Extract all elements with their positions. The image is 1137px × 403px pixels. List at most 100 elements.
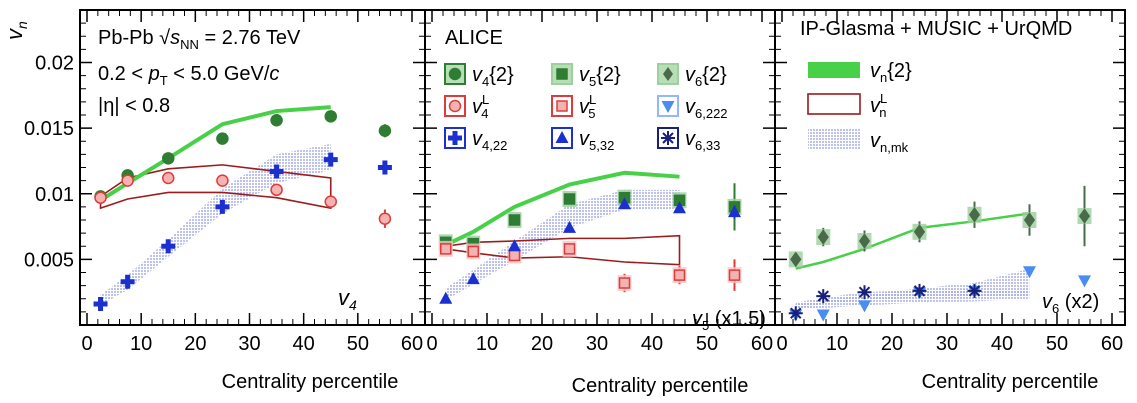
marker-v42 [270,114,283,127]
marker-v633 [788,306,803,321]
model-vn2-line [99,105,331,203]
panel-3: 0 10 20 30 40 50 60 [774,9,1126,355]
model-legend-item: vL n [807,91,887,120]
x-tick-label: 40 [991,333,1013,355]
marker-v422 [215,199,230,214]
legend-swatch-vnmk [808,129,860,149]
model-legend: vn{2} vL n vn,mk [807,60,912,155]
panel2-annotations: ALICE v5 (x1.5) [445,27,766,333]
y-tick-label: 0.015 [24,118,74,140]
y-axis-title: vn [2,21,30,40]
panel-2: 0 10 20 30 40 50 60 [424,9,776,355]
legend-item: vL 5 [551,92,596,121]
marker-v532 [618,197,631,210]
marker-v633 [912,283,927,298]
marker-v422 [377,160,392,175]
marker-v52 [563,193,576,205]
legend-item: v4,22 [444,127,507,153]
model-vn-mk-band [100,143,331,306]
marker-v62 [968,206,981,223]
marker-v42 [162,152,175,165]
model-legend-item: vn{2} [808,60,912,85]
marker-v5L [618,277,631,289]
marker-v62 [790,251,802,268]
legend-marker [663,67,673,81]
marker-v5L [440,243,452,255]
panel-1: 0 10 20 30 40 50 60 0.005 0.01 0.015 0.02 [24,9,426,355]
y-tick-label: 0.005 [24,249,74,271]
marker-v52 [508,214,521,226]
x-axis-title-3: Centrality percentile [922,371,1099,393]
marker-v633 [967,283,982,298]
y-label-sub: n [14,21,30,29]
x-axis-title-1: Centrality percentile [222,371,399,393]
panel3-annotations: IP-Glasma + MUSIC + UrQMD v6 (x2) [800,18,1099,316]
y-tick-label: 0.02 [35,53,74,75]
x-tick-label: 0 [81,333,92,355]
model-vn2-line [795,212,1030,270]
marker-v633 [816,289,831,304]
marker-v42 [378,124,392,137]
marker-v532 [728,205,741,218]
model-legend-label: vn{2} [870,60,912,85]
marker-v4L [270,183,283,197]
system-label: Pb-Pb √sNN = 2.76 TeV [98,27,301,52]
marker-v62 [817,229,829,245]
panel1-annotations: Pb-Pb √sNN = 2.76 TeV 0.2 < pT < 5.0 GeV… [98,27,357,313]
marker-v62 [913,223,926,240]
legend-label: vL 4 [472,92,489,121]
marker-v422 [93,297,108,311]
marker-v4L [94,191,107,204]
x-tick-label: 10 [826,333,848,355]
marker-v4L [162,171,175,185]
legend-item: v6,222 [657,95,728,121]
marker-v4L [378,212,392,225]
marker-v6222 [1078,275,1091,288]
marker-v62 [858,233,871,249]
marker-v532 [673,201,686,214]
x-tick-label: 40 [641,333,663,355]
y-label-v: v [2,27,27,40]
legend-label: v5,32 [579,128,614,153]
marker-v422 [323,152,338,167]
legend-item: v5,32 [551,127,614,153]
legend-item: v4{2} [444,63,514,89]
panel1-tag: v4 [338,285,357,313]
legend-label: v6,33 [685,128,720,153]
panel-frame [774,9,1126,326]
pt-range-label: 0.2 < pT < 5.0 GeV/c [98,63,279,88]
x-tick-label: 30 [586,333,608,355]
model-legend-label: vL n [870,91,887,120]
legend-marker [448,99,462,113]
x-tick-label: 30 [238,333,260,355]
marker-v422 [161,239,176,254]
legend-marker [556,100,568,112]
marker-v5L [467,245,479,258]
legend-item: v6,33 [657,127,720,153]
x-tick-label: 50 [696,333,718,355]
x-tick-label: 60 [1101,333,1123,355]
marker-v5L [563,243,576,255]
legend-marker [448,67,462,81]
legend-item: v5{2} [551,63,621,89]
x-tick-label: 20 [881,333,903,355]
x-tick-label: 60 [401,333,423,355]
marker-v6222 [858,300,871,313]
legend-label: v4,22 [472,128,507,153]
x-tick-label: 50 [347,333,369,355]
svg-text:vn: vn [2,21,30,40]
marker-v62 [1023,212,1036,228]
y-tick-label: 0.01 [35,184,74,206]
legend-label: v4{2} [472,64,514,89]
x-tick-label: 20 [184,333,206,355]
model-legend-label: vn,mk [870,130,909,155]
legend-marker [555,131,569,143]
marker-v5L [728,269,741,281]
x-tick-label: 60 [751,333,773,355]
marker-v6222 [1023,266,1036,279]
model-vn-mk-band [445,189,680,301]
x-axis-title-2: Centrality percentile [572,375,749,397]
marker-v4L [216,174,229,187]
legend-marker [661,131,675,145]
marker-v62 [1078,208,1091,224]
